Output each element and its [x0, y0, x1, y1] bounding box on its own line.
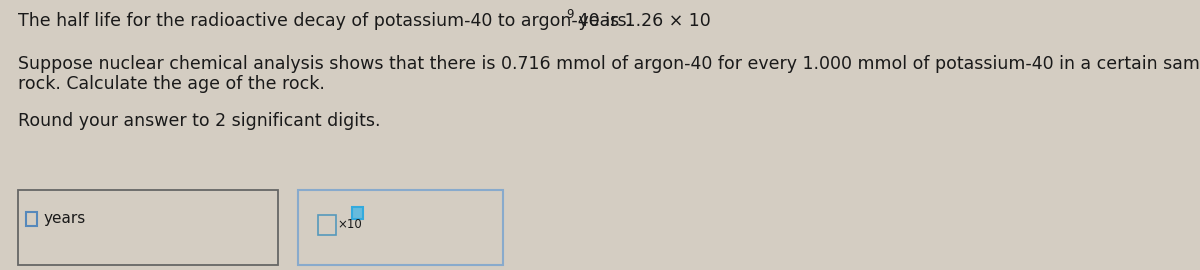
Text: Suppose nuclear chemical analysis shows that there is 0.716 mmol of argon-40 for: Suppose nuclear chemical analysis shows …	[18, 55, 1200, 73]
Text: 9: 9	[566, 8, 574, 21]
Bar	[298, 190, 503, 265]
Text: rock. Calculate the age of the rock.: rock. Calculate the age of the rock.	[18, 75, 325, 93]
Bar	[26, 212, 37, 226]
Bar	[352, 207, 364, 219]
Text: Round your answer to 2 significant digits.: Round your answer to 2 significant digit…	[18, 112, 380, 130]
Text: years: years	[43, 211, 85, 227]
Text: years.: years.	[574, 12, 632, 30]
Bar	[18, 190, 278, 265]
Text: The half life for the radioactive decay of potassium-40 to argon-40 is 1.26 × 10: The half life for the radioactive decay …	[18, 12, 710, 30]
Bar	[318, 215, 336, 235]
Text: ×10: ×10	[337, 218, 361, 231]
